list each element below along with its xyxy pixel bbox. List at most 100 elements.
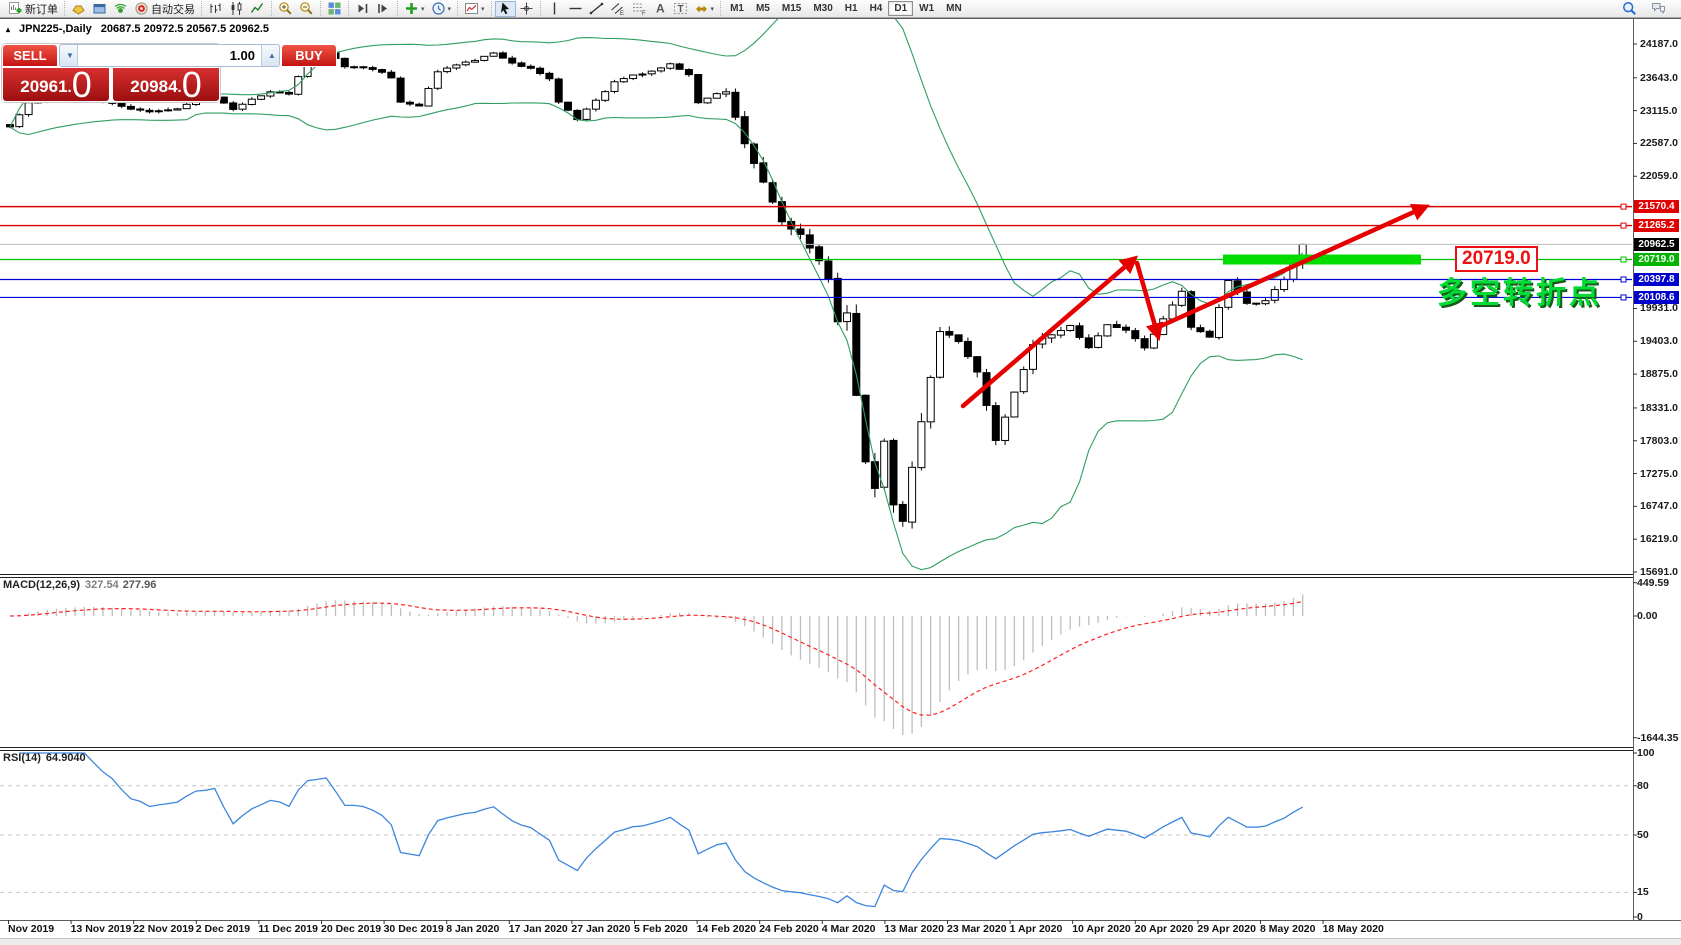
annotation-text[interactable]: 多空转折点 <box>1437 277 1602 310</box>
price-tag: 20397.8 <box>1634 272 1679 286</box>
price-axis-label: 19931.0 <box>1640 302 1678 315</box>
price-axis-label: 18875.0 <box>1640 368 1678 381</box>
crosshair-button[interactable] <box>516 1 537 17</box>
auto-scroll-button[interactable] <box>352 1 373 17</box>
timeframe-mn-button[interactable]: MN <box>940 1 968 16</box>
vertical-line-icon <box>547 1 562 16</box>
date-axis-label: 1 Apr 2020 <box>1009 923 1063 935</box>
timeframe-h4-button[interactable]: H4 <box>864 1 889 16</box>
trend-arrow[interactable] <box>960 255 1139 409</box>
price-axis-label: 17275.0 <box>1640 467 1678 480</box>
sell-price-big: 0 <box>71 64 92 105</box>
timeframe-h1-button[interactable]: H1 <box>839 1 864 16</box>
bar-chart-button[interactable] <box>205 1 226 17</box>
macd-indicator-label: MACD(12,26,9) 327.54 277.96 <box>3 579 157 591</box>
buy-button[interactable]: BUY <box>281 44 337 67</box>
volume-input[interactable] <box>78 45 261 66</box>
autotrading-button[interactable]: 自动交易 <box>131 1 198 17</box>
text-label-button[interactable]: T <box>670 1 691 17</box>
chart-shift-button[interactable] <box>373 1 394 17</box>
sell-price-display[interactable]: 20961. 0 <box>2 64 110 105</box>
rsi-scale-label: 15 <box>1637 886 1649 899</box>
chart-shift-icon <box>376 1 391 16</box>
price-tag: 20962.5 <box>1634 237 1679 251</box>
toolbar: 新订单 自动交易 ▾ ▾ ▾ E F A T ▾ M1 M5 M15 M30 H1 H4 D1 W1 MN <box>0 0 1681 18</box>
autotrading-icon <box>134 1 149 16</box>
buy-price-display[interactable]: 20984. 0 <box>112 67 220 103</box>
cursor-icon <box>498 1 513 16</box>
price-axis-label: 18331.0 <box>1640 401 1678 414</box>
price-callout-label[interactable]: 20719.0 <box>1455 246 1538 272</box>
price-axis-label: 15691.0 <box>1640 566 1678 578</box>
rsi-scale-label: 50 <box>1637 829 1649 841</box>
arrows-button[interactable]: ▾ <box>691 1 718 17</box>
trend-arrow[interactable] <box>1149 203 1430 333</box>
price-axis-label: 24187.0 <box>1640 38 1678 50</box>
collapse-panel-icon[interactable]: ▴ <box>6 25 11 34</box>
line-chart-button[interactable] <box>247 1 268 17</box>
buy-price-main: 20984 <box>130 77 178 96</box>
svg-text:F: F <box>642 11 646 16</box>
date-axis-label: 8 May 2020 <box>1260 923 1316 935</box>
price-tag: 20108.6 <box>1634 290 1679 304</box>
periods-button[interactable]: ▾ <box>428 1 455 17</box>
navigator-button[interactable] <box>89 1 110 17</box>
cursor-button[interactable] <box>494 0 516 17</box>
indicators-button[interactable]: ▾ <box>401 1 428 17</box>
status-strip <box>0 938 1681 945</box>
timeframe-d1-button[interactable]: D1 <box>888 1 914 16</box>
rsi-indicator-label: RSI(14) 64.9040 <box>3 752 86 764</box>
horizontal-line-button[interactable] <box>565 1 586 17</box>
symbol-title: JPN225-,Daily <box>19 23 92 35</box>
timeframe-m15-button[interactable]: M15 <box>776 1 807 16</box>
highlight-rectangle[interactable] <box>1223 254 1421 265</box>
volume-increase-button[interactable]: ▲ <box>261 45 279 66</box>
date-axis-label: 22 Nov 2019 <box>133 923 194 935</box>
chevron-down-icon: ▾ <box>447 5 452 13</box>
date-axis-label: 20 Dec 2019 <box>321 923 382 935</box>
macd-scale-label: 449.59 <box>1637 576 1670 589</box>
tile-windows-icon <box>327 1 342 16</box>
new-order-button[interactable]: 新订单 <box>5 1 61 17</box>
text-button[interactable]: A <box>649 1 670 17</box>
terminal-button[interactable] <box>110 1 131 17</box>
timeframe-m5-button[interactable]: M5 <box>750 1 776 16</box>
search-button[interactable] <box>1619 1 1640 17</box>
fibonacci-button[interactable]: F <box>628 1 649 17</box>
vertical-line-button[interactable] <box>544 1 565 17</box>
arrows-icon <box>694 1 709 16</box>
zoom-in-icon <box>278 1 293 16</box>
price-axis-label: 16219.0 <box>1640 533 1678 546</box>
new-order-icon <box>8 1 23 16</box>
price-axis-label: 23643.0 <box>1640 71 1678 84</box>
trend-arrow[interactable] <box>1134 260 1164 342</box>
volume-stepper: ▼ ▲ <box>59 44 280 67</box>
date-axis-label: 20 Apr 2020 <box>1134 923 1194 935</box>
fibonacci-icon: F <box>631 1 646 16</box>
macd-scale-label: 0.00 <box>1637 610 1658 622</box>
timeframe-w1-button[interactable]: W1 <box>913 1 940 16</box>
sell-button[interactable]: SELL <box>2 44 58 67</box>
templates-button[interactable]: ▾ <box>461 1 488 17</box>
price-axis-label: 22587.0 <box>1640 137 1678 150</box>
indicators-icon <box>404 1 419 16</box>
market-watch-icon <box>71 1 86 16</box>
equidistant-channel-button[interactable]: E <box>607 1 628 17</box>
tile-windows-button[interactable] <box>324 1 345 17</box>
terminal-icon <box>113 1 128 16</box>
market-watch-button[interactable] <box>68 1 89 17</box>
volume-decrease-button[interactable]: ▼ <box>60 45 78 66</box>
trendline-button[interactable] <box>586 1 607 17</box>
timeframe-m30-button[interactable]: M30 <box>807 1 838 16</box>
zoom-in-button[interactable] <box>275 1 296 17</box>
timeframe-m1-button[interactable]: M1 <box>724 1 750 16</box>
date-axis-label: 30 Dec 2019 <box>383 923 444 935</box>
candlestick-chart-button[interactable] <box>226 1 247 17</box>
price-axis-label: 16747.0 <box>1640 500 1678 513</box>
chat-button[interactable] <box>1648 1 1669 17</box>
date-axis-label: 10 Apr 2020 <box>1072 923 1131 935</box>
zoom-out-button[interactable] <box>296 1 317 17</box>
